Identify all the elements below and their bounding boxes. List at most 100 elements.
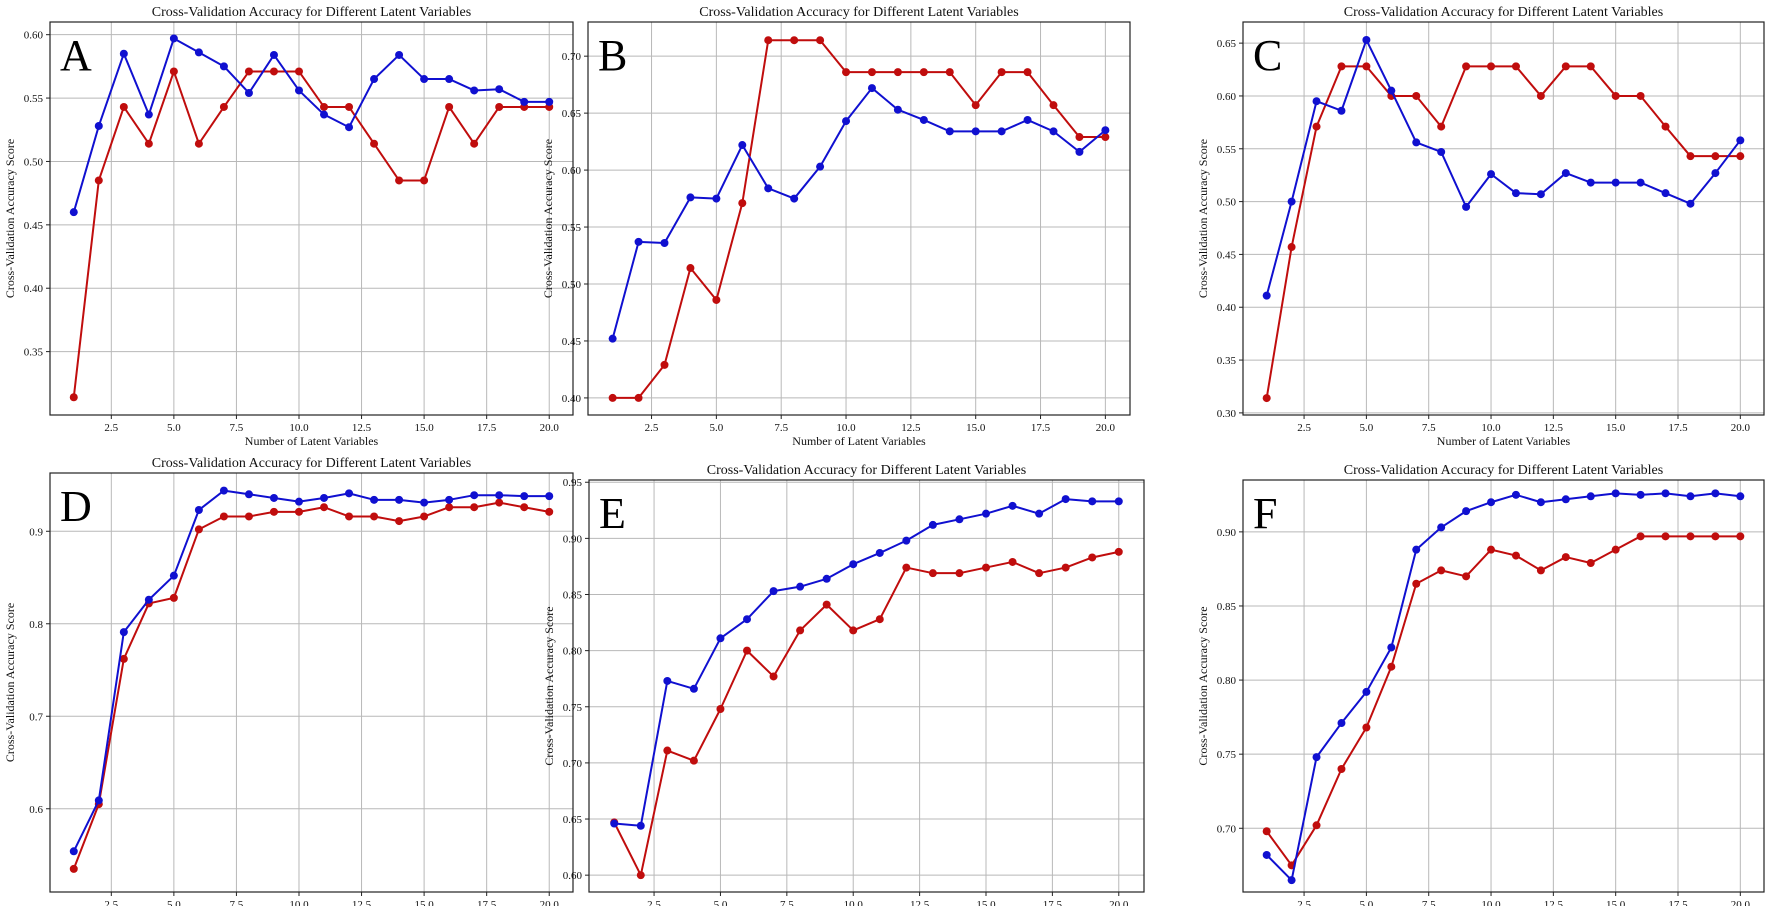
panel-letter: A <box>60 31 92 80</box>
data-point-red <box>69 393 78 402</box>
data-point-blue <box>1088 497 1097 506</box>
data-point-blue <box>716 634 725 643</box>
x-tick-label: 7.5 <box>230 899 244 906</box>
panel-letter: E <box>599 489 626 538</box>
data-point-blue <box>1487 498 1496 507</box>
data-point-red <box>1035 569 1044 578</box>
y-tick-label: 0.60 <box>562 165 582 177</box>
x-tick-label: 5.0 <box>1360 899 1374 906</box>
plot-frame <box>1242 479 1765 893</box>
data-point-red <box>1088 553 1097 562</box>
y-tick-label: 0.55 <box>1217 144 1237 156</box>
data-point-blue <box>495 85 504 94</box>
series-line-red <box>72 501 550 870</box>
x-tick-label: 10.0 <box>289 422 309 434</box>
data-point-red <box>1412 579 1421 588</box>
data-point-red <box>1362 723 1371 732</box>
x-tick-label: 2.5 <box>645 422 659 434</box>
data-point-blue <box>1262 850 1271 859</box>
data-point-red <box>1262 827 1271 836</box>
data-point-blue <box>1686 492 1695 501</box>
data-point-blue <box>636 821 645 830</box>
data-point-red <box>928 569 937 578</box>
y-tick-label: 0.35 <box>24 347 44 359</box>
data-point-blue <box>689 684 698 693</box>
data-point-blue <box>1412 138 1421 147</box>
plot-frame <box>588 479 1145 893</box>
data-point-blue <box>395 495 404 504</box>
data-point-red <box>1362 62 1371 71</box>
series-line-blue <box>611 87 1107 339</box>
data-point-blue <box>1061 495 1070 504</box>
data-point-red <box>1262 394 1271 403</box>
data-point-blue <box>997 127 1006 136</box>
data-point-red <box>1075 133 1084 142</box>
data-point-blue <box>867 84 876 93</box>
chart-panel-d: 2.5 5.0 7.5 10.0 12.5 15.0 17.5 20.0 0.6 0.7 0.8 0.… <box>3 456 574 906</box>
data-point-red <box>1711 532 1720 541</box>
x-tick-label: 12.5 <box>910 899 930 906</box>
y-tick-label: 0.55 <box>24 93 44 105</box>
data-point-blue <box>1561 169 1570 178</box>
x-tick-label: 5.0 <box>167 422 181 434</box>
y-axis-label: Cross-Validation Accuracy Score <box>3 139 17 298</box>
data-point-blue <box>1035 509 1044 518</box>
data-point-blue <box>1262 291 1271 300</box>
data-point-red <box>1536 91 1545 100</box>
data-point-red <box>842 68 851 77</box>
x-tick-label: 15.0 <box>1606 899 1626 906</box>
data-point-blue <box>928 520 937 529</box>
x-tick-label: 10.0 <box>1481 899 1501 906</box>
y-tick-label: 0.65 <box>563 814 583 826</box>
data-point-blue <box>1661 189 1670 198</box>
data-point-blue <box>738 141 747 150</box>
data-point-blue <box>1736 492 1745 501</box>
data-point-blue <box>1287 876 1296 885</box>
data-point-blue <box>1586 178 1595 187</box>
data-point-red <box>294 67 303 76</box>
y-axis-label: Cross-Validation Accuracy Score <box>1196 139 1210 298</box>
data-point-blue <box>294 497 303 506</box>
data-point-blue <box>1437 147 1446 156</box>
y-tick-label: 0.65 <box>562 108 582 120</box>
chart-panel-b: 2.5 5.0 7.5 10.0 12.5 15.0 17.5 20.0 0.40 0.45 0.5… <box>541 5 1131 448</box>
x-axis-label: Number of Latent Variables <box>245 434 379 448</box>
data-point-red <box>663 746 672 755</box>
data-point-blue <box>320 110 329 119</box>
x-tick-label: 5.0 <box>714 899 728 906</box>
chart-title: Cross-Validation Accuracy for Different … <box>707 463 1026 478</box>
data-point-red <box>520 503 529 512</box>
data-point-blue <box>1462 202 1471 211</box>
data-point-blue <box>1337 719 1346 728</box>
data-point-red <box>686 264 695 273</box>
data-point-red <box>689 756 698 765</box>
data-point-blue <box>971 127 980 136</box>
data-point-blue <box>1511 490 1520 499</box>
data-point-blue <box>144 110 153 119</box>
x-tick-label: 2.5 <box>1297 422 1311 434</box>
x-tick-label: 2.5 <box>104 422 118 434</box>
y-tick-label: 0.70 <box>1217 823 1237 835</box>
data-point-blue <box>194 48 203 57</box>
x-tick-label: 17.5 <box>1668 899 1688 906</box>
data-point-blue <box>1008 501 1017 510</box>
data-point-red <box>69 864 78 873</box>
data-point-red <box>1611 91 1620 100</box>
y-tick-label: 0.45 <box>562 336 582 348</box>
data-point-blue <box>945 127 954 136</box>
y-tick-label: 0.40 <box>24 283 44 295</box>
data-point-blue <box>69 208 78 217</box>
data-point-blue <box>634 237 643 246</box>
data-point-blue <box>345 489 354 498</box>
x-tick-label: 15.0 <box>966 422 986 434</box>
y-tick-label: 0.60 <box>24 30 44 42</box>
plot-frame <box>1242 21 1765 416</box>
data-point-red <box>1636 532 1645 541</box>
data-point-red <box>1101 133 1110 142</box>
data-point-red <box>545 507 554 516</box>
data-point-red <box>945 68 954 77</box>
y-tick-label: 0.75 <box>1217 749 1237 761</box>
data-point-blue <box>94 121 103 130</box>
data-point-blue <box>1075 147 1084 156</box>
y-tick-label: 0.50 <box>24 156 44 168</box>
